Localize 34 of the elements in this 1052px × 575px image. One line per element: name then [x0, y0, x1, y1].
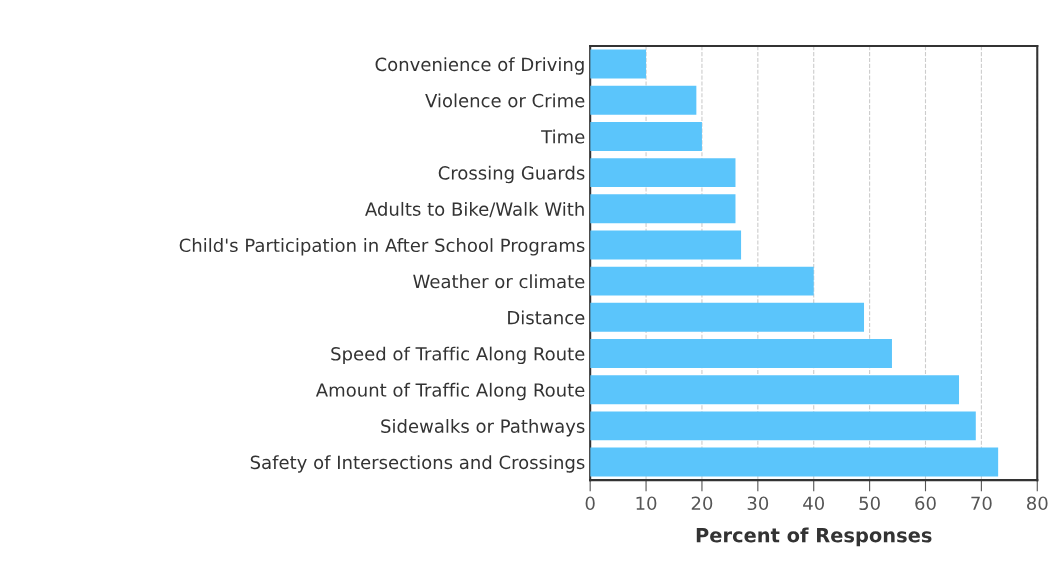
- x-tick-label: 0: [585, 496, 595, 511]
- y-tick-label: Weather or climate: [413, 274, 585, 289]
- bar: [590, 85, 697, 115]
- y-tick-label: Violence or Crime: [425, 93, 585, 108]
- y-tick-label: Distance: [508, 310, 585, 325]
- bar: [590, 121, 702, 151]
- x-tick-label: 20: [691, 496, 713, 511]
- bar: [590, 447, 999, 477]
- x-axis-title: Percent of Responses: [696, 527, 932, 547]
- x-tick-label: 50: [859, 496, 880, 511]
- y-tick-label: Convenience of Driving: [375, 57, 584, 75]
- y-tick-label: Child's Participation in After School Programs: [179, 238, 585, 256]
- y-tick-label: Sidewalks or Pathways: [381, 419, 585, 437]
- x-tick-label: 70: [971, 496, 992, 511]
- y-tick-label: Adults to Bike/Walk With: [365, 201, 584, 218]
- bar: [590, 158, 736, 188]
- y-tick-label: Safety of Intersections and Crossings: [250, 455, 585, 473]
- bar: [590, 411, 976, 441]
- bar: [590, 339, 892, 368]
- x-tick-label: 80: [1027, 496, 1048, 511]
- y-tick-label: Speed of Traffic Along Route: [331, 346, 585, 365]
- bar: [590, 49, 647, 79]
- x-tick-label: 40: [803, 496, 825, 511]
- bar: [590, 194, 736, 224]
- y-tick-label: Time: [541, 129, 585, 144]
- bar: [590, 230, 742, 260]
- y-tick-label: Amount of Traffic Along Route: [315, 382, 585, 401]
- x-tick-label: 10: [636, 496, 657, 511]
- x-tick-label: 30: [747, 496, 769, 511]
- y-tick-label: Crossing Guards: [438, 165, 585, 184]
- bar: [590, 302, 865, 332]
- x-tick-label: 60: [915, 496, 936, 511]
- bar: [590, 375, 960, 405]
- bar: [590, 266, 814, 296]
